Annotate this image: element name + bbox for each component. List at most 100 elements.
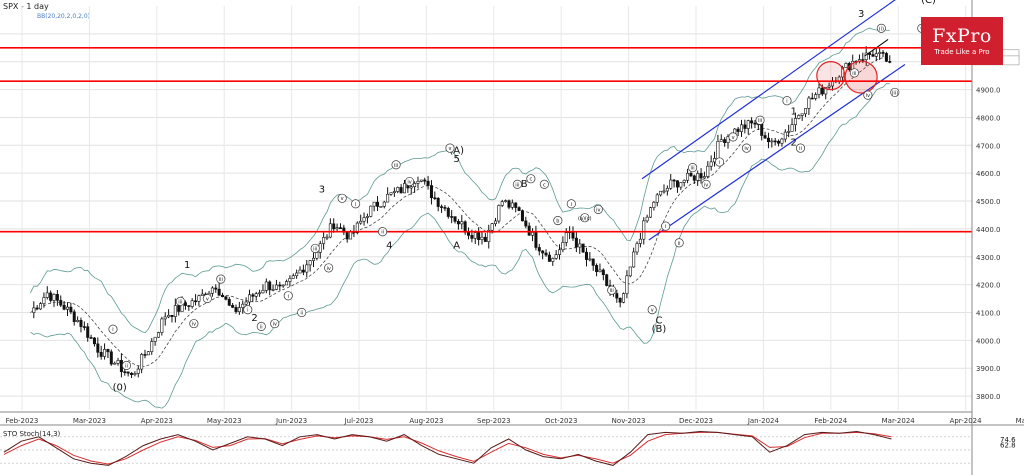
candle-body [116, 360, 120, 364]
sub-wave-marker [283, 291, 293, 301]
candle-body [32, 307, 36, 313]
candle-body [618, 297, 622, 303]
candle-body [537, 247, 541, 252]
candle-body [325, 236, 329, 239]
bollinger-upper [30, 27, 890, 334]
candle-body [558, 249, 562, 255]
candle-body [376, 201, 380, 207]
candle-body [72, 311, 76, 322]
candle-body [635, 243, 639, 253]
candle-body [598, 269, 602, 273]
candle-body [564, 232, 568, 243]
sub-wave-marker [741, 143, 752, 153]
candle-body [285, 281, 289, 286]
candle-body [797, 115, 801, 119]
channel-lower-line [648, 64, 906, 241]
candle-body [372, 201, 376, 207]
candle-body [467, 232, 471, 236]
candle-body [625, 275, 629, 294]
candle-body [783, 131, 787, 140]
time-tick-label: Nov-2023 [612, 417, 646, 425]
logo-tagline: Trade Like a Pro [934, 48, 990, 56]
sub-wave-marker [580, 213, 590, 223]
sub-wave-label: ii [678, 241, 681, 247]
candle-body [308, 260, 312, 266]
price-tick-label: 4700.0 [976, 142, 1001, 150]
sub-wave-marker [512, 179, 522, 189]
candle-body [295, 272, 299, 277]
sub-wave-marker [526, 174, 536, 184]
candle-body [332, 223, 336, 230]
candle-body [753, 122, 757, 125]
channel-upper-line [641, 0, 896, 180]
candle-body [746, 120, 750, 129]
sub-wave-label: iii [394, 163, 398, 169]
sub-wave-marker [175, 296, 185, 306]
sub-wave-label: i [719, 160, 720, 166]
candle-body [153, 336, 157, 342]
candle-body [130, 372, 134, 375]
candle-body [554, 254, 558, 259]
candle-body [197, 295, 201, 302]
sub-wave-label: iii [758, 118, 762, 124]
candle-body [258, 292, 262, 295]
sub-wave-label: iv [407, 180, 411, 186]
candle-body [55, 294, 59, 301]
sub-wave-label: iii [691, 166, 695, 172]
candle-body [736, 128, 740, 132]
candle-body [237, 307, 241, 312]
candle-body [456, 221, 460, 225]
candle-body [514, 202, 518, 208]
candle-body [672, 179, 676, 182]
candle-body [251, 294, 255, 297]
candle-body [483, 236, 487, 242]
wave-label: C [655, 316, 662, 327]
candle-body [686, 172, 690, 181]
candle-body [800, 113, 804, 116]
fxpro-logo: FxPro Trade Like a Pro [921, 17, 1003, 65]
sub-wave-label: i [665, 224, 666, 230]
candle-body [150, 341, 154, 352]
sub-wave-label: iv [273, 322, 277, 328]
sub-wave-marker [849, 68, 859, 78]
candle-body [807, 97, 811, 109]
candle-body [692, 175, 696, 181]
candle-body [42, 297, 46, 304]
candle-body [824, 87, 828, 95]
candle-body [278, 284, 282, 287]
sub-wave-marker [310, 243, 320, 253]
candle-body [804, 108, 808, 115]
sub-wave-marker [324, 263, 334, 273]
candle-body [790, 124, 794, 132]
candle-body [409, 186, 413, 189]
candle-body [136, 368, 140, 374]
sub-wave-label: (i) [879, 26, 884, 32]
sub-wave-label: iv [744, 146, 748, 152]
candle-body [770, 140, 774, 143]
wave-label: 3 [858, 9, 864, 20]
candle-body [595, 265, 599, 273]
candle-body [743, 124, 747, 129]
candle-body [638, 238, 642, 244]
trend-channel [641, 0, 906, 241]
wave-label: 3 [319, 185, 325, 196]
price-tick-label: 4000.0 [976, 337, 1001, 345]
candle-body [723, 139, 727, 143]
sub-wave-label: ii [381, 230, 384, 236]
candle-body [103, 349, 107, 357]
sub-wave-label: iv [326, 266, 330, 272]
candle-body [470, 235, 474, 239]
candle-body [878, 52, 882, 54]
candle-body [99, 352, 103, 357]
candle-body [520, 210, 524, 222]
wave-label: (0) [113, 382, 127, 393]
candle-body [615, 293, 619, 299]
candle-body [726, 136, 730, 143]
sub-wave-marker [715, 157, 725, 167]
candle-body [699, 173, 703, 179]
time-tick-label: Jul-2023 [344, 417, 374, 425]
candle-body [649, 207, 653, 218]
sub-wave-marker [593, 204, 603, 214]
stochastic-k-line [3, 430, 892, 466]
